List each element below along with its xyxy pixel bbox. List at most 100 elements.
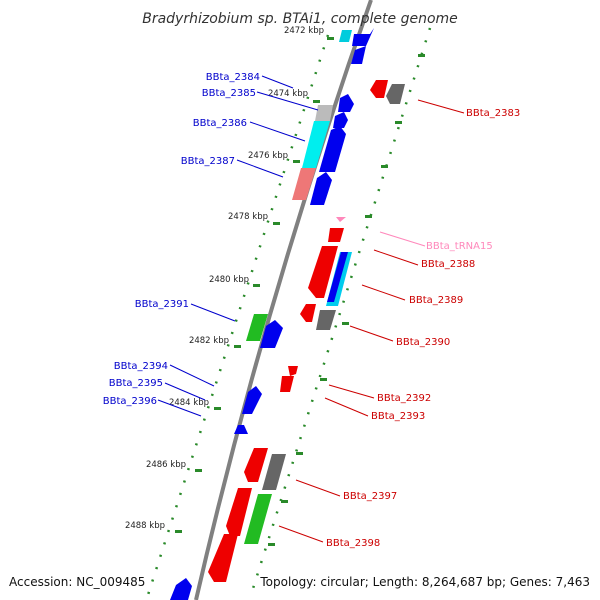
- gene-block[interactable]: [310, 172, 332, 205]
- gene-block[interactable]: [244, 494, 272, 544]
- gene-block[interactable]: [234, 425, 248, 434]
- gene-block[interactable]: [288, 366, 298, 376]
- gene-label[interactable]: BBta_2390: [396, 337, 450, 348]
- leader-line: [417, 99, 465, 114]
- forward-strand-genes: [170, 28, 374, 600]
- genome-backbone: [194, 0, 373, 600]
- gene-block[interactable]: [170, 578, 192, 600]
- leader-line: [190, 303, 236, 322]
- reverse-leader-lines: [278, 99, 465, 543]
- gene-block[interactable]: [386, 84, 405, 104]
- reverse-strand-genes: [208, 80, 405, 582]
- gene-block[interactable]: [352, 28, 374, 46]
- accession-text: Accession: NC_009485: [9, 575, 145, 589]
- kbp-ticks: [175, 37, 425, 546]
- kbp-tick: [175, 530, 182, 533]
- kbp-label: 2486 kbp: [146, 460, 186, 470]
- kbp-label: 2480 kbp: [209, 275, 249, 285]
- kbp-tick: [313, 100, 320, 103]
- gene-label[interactable]: BBta_2383: [466, 108, 520, 119]
- forward-gene-labels: BBta_2384 BBta_2385 BBta_2386 BBta_2387 …: [103, 72, 260, 407]
- gene-block[interactable]: [262, 454, 286, 490]
- kbp-tick: [195, 469, 202, 472]
- gene-block[interactable]: [226, 488, 252, 536]
- leader-line: [164, 382, 206, 401]
- gene-block[interactable]: [338, 94, 354, 112]
- gene-block[interactable]: [302, 121, 330, 168]
- minor-tick: [296, 452, 303, 455]
- leader-line: [236, 159, 284, 178]
- gene-label[interactable]: BBta_2391: [135, 299, 189, 310]
- gene-block[interactable]: [339, 30, 352, 42]
- topology-text: Topology: circular; Length: 8,264,687 bp…: [259, 575, 590, 589]
- kbp-label: 2484 kbp: [169, 398, 209, 408]
- leader-line: [169, 364, 215, 387]
- kbp-label: 2474 kbp: [268, 89, 308, 99]
- gene-label[interactable]: BBta_2386: [193, 118, 247, 129]
- gene-block[interactable]: [300, 304, 316, 322]
- gene-block[interactable]: [246, 314, 268, 341]
- gene-label[interactable]: BBta_tRNA15: [426, 241, 493, 252]
- gene-block[interactable]: [319, 126, 346, 172]
- reverse-gene-labels: BBta_2383 BBta_tRNA15 BBta_2388 BBta_238…: [326, 108, 520, 549]
- minor-tick: [320, 378, 327, 381]
- minor-tick: [268, 543, 275, 546]
- gene-label[interactable]: BBta_2388: [421, 259, 475, 270]
- gene-block[interactable]: [370, 80, 388, 98]
- gene-block[interactable]: [327, 252, 348, 302]
- gene-label[interactable]: BBta_2385: [202, 88, 256, 99]
- gene-label[interactable]: BBta_2395: [109, 378, 163, 389]
- gene-label[interactable]: BBta_2389: [409, 295, 463, 306]
- minor-tick: [381, 165, 388, 168]
- minor-tick: [281, 500, 288, 503]
- kbp-tick: [293, 160, 300, 163]
- gene-block[interactable]: [280, 376, 294, 392]
- gene-block[interactable]: [244, 448, 268, 482]
- gene-block[interactable]: [308, 246, 338, 298]
- gene-block[interactable]: [351, 46, 366, 64]
- kbp-tick: [327, 37, 334, 40]
- gene-block[interactable]: [333, 112, 348, 128]
- minor-tick: [395, 121, 402, 124]
- leader-line: [278, 525, 324, 543]
- kbp-tick: [214, 407, 221, 410]
- gene-label[interactable]: BBta_2392: [377, 393, 431, 404]
- kbp-label: 2488 kbp: [125, 521, 165, 531]
- gene-block[interactable]: [260, 320, 283, 348]
- gene-label[interactable]: BBta_2398: [326, 538, 380, 549]
- leader-line: [361, 284, 406, 301]
- kbp-tick: [273, 222, 280, 225]
- minor-tick: [418, 54, 425, 57]
- leader-line: [261, 75, 294, 89]
- forward-leader-lines: [157, 75, 319, 417]
- kbp-label: 2472 kbp: [284, 26, 324, 36]
- gene-block[interactable]: [208, 534, 238, 582]
- leader-line: [379, 231, 426, 247]
- gene-label[interactable]: BBta_2384: [206, 72, 260, 83]
- minor-tick: [342, 322, 349, 325]
- leader-line: [249, 121, 306, 142]
- leader-line: [328, 384, 375, 399]
- gene-label[interactable]: BBta_2394: [114, 361, 168, 372]
- gene-label[interactable]: BBta_2396: [103, 396, 157, 407]
- gene-block[interactable]: [336, 217, 346, 222]
- kbp-label-group: 2472 kbp 2474 kbp 2476 kbp 2478 kbp 2480…: [125, 26, 324, 531]
- gene-label[interactable]: BBta_2393: [371, 411, 425, 422]
- kbp-label: 2482 kbp: [189, 336, 229, 346]
- kbp-tick: [234, 345, 241, 348]
- gene-block[interactable]: [292, 168, 316, 200]
- leader-line: [349, 325, 394, 342]
- gene-label[interactable]: BBta_2397: [343, 491, 397, 502]
- leader-line: [324, 397, 369, 417]
- gene-block[interactable]: [328, 228, 344, 242]
- gene-label[interactable]: BBta_2387: [181, 156, 235, 167]
- map-title: Bradyrhizobium sp. BTAi1, complete genom…: [142, 11, 458, 27]
- leader-line: [256, 91, 319, 111]
- gene-block[interactable]: [315, 105, 333, 121]
- kbp-tick: [253, 284, 260, 287]
- gene-block[interactable]: [242, 386, 262, 414]
- leader-line: [295, 479, 341, 497]
- gene-block[interactable]: [316, 310, 336, 330]
